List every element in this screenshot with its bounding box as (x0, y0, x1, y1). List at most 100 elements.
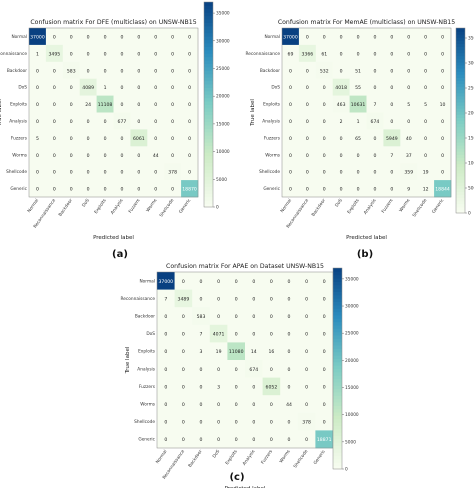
cell-value-label: 0 (70, 119, 73, 125)
heatmap-cell (164, 44, 182, 63)
heatmap-cell (383, 78, 401, 96)
colorbar-segment (333, 348, 342, 353)
cell-value-label: 0 (289, 85, 292, 91)
cell-value-label: 0 (340, 51, 343, 57)
heatmap-cell (130, 78, 148, 96)
colorbar-segment (333, 278, 342, 282)
heatmap-cell (297, 430, 316, 449)
heatmap-cell (349, 112, 367, 130)
heatmap-cell (332, 146, 350, 164)
panel-b: Confusion matrix For MemAE (multiclass) … (245, 19, 474, 260)
heatmap-cell (434, 163, 452, 181)
cell-value-label: 1 (357, 119, 360, 125)
cell-value-label: 0 (200, 296, 203, 302)
cell-value-label: 7 (164, 296, 167, 302)
heatmap-cell (96, 163, 114, 181)
cell-value-label: 463 (337, 102, 346, 108)
heatmap-cell (262, 307, 281, 326)
heatmap-cell (298, 180, 317, 198)
heatmap-cell (417, 180, 435, 198)
colorbar-segment (333, 311, 342, 316)
colorbar-tick-label: 30000 (468, 61, 474, 67)
y-tick-label: Generic (263, 186, 280, 192)
x-tick-label: Generic (431, 197, 446, 215)
colorbar-segment (333, 462, 342, 467)
cell-value-label: 0 (441, 153, 444, 159)
heatmap-cell (227, 395, 246, 414)
colorbar-tick-label: 20000 (216, 94, 230, 100)
y-axis-label: True label (0, 99, 3, 127)
heatmap-cell (417, 146, 435, 164)
cell-value-label: 0 (306, 187, 309, 193)
heatmap-cell (181, 146, 199, 164)
cell-value-label: 0 (200, 384, 203, 390)
x-tick-label: Backdoor (187, 449, 204, 469)
colorbar-segment (456, 209, 465, 214)
colorbar-segment (204, 183, 213, 187)
heatmap-cell (315, 272, 334, 290)
x-tick-label: DoS (334, 197, 344, 208)
colorbar-segment (333, 395, 342, 400)
y-tick-label: Shellcode (134, 419, 155, 425)
heatmap-cell (147, 44, 165, 63)
colorbar-segment (204, 66, 213, 71)
colorbar-tick-label: 30000 (216, 38, 230, 44)
cell-value-label: 11080 (229, 349, 244, 355)
cell-value-label: 0 (323, 332, 326, 338)
colorbar-segment (204, 84, 213, 88)
heatmap-cell (245, 307, 263, 326)
heatmap-cell (174, 360, 193, 378)
heatmap-cell (147, 180, 165, 198)
heatmap-cell (209, 324, 228, 343)
heatmap-cell (315, 430, 334, 449)
heatmap-cell (157, 307, 175, 326)
colorbar-segment (333, 288, 342, 292)
cell-value-label: 0 (270, 314, 273, 320)
heatmap-cell (366, 146, 384, 164)
y-tick-label: Normal (264, 34, 280, 40)
cell-value-label: 0 (288, 437, 291, 443)
plot-frame (281, 27, 452, 198)
cell-value-label: 19 (423, 170, 429, 176)
cell-value-label: 0 (137, 153, 140, 159)
heatmap-cell (45, 61, 64, 79)
heatmap-cell (282, 61, 300, 79)
y-tick-label: Fuzzers (11, 135, 28, 141)
colorbar-segment (204, 148, 213, 153)
colorbar-segment (456, 77, 465, 81)
cell-value-label: 0 (120, 153, 123, 159)
cell-value-label: 0 (306, 102, 309, 108)
colorbar-segment (456, 145, 465, 149)
x-axis-label: Predicted label (346, 235, 387, 241)
cell-value-label: 0 (36, 85, 39, 91)
heatmap-cell (209, 272, 228, 290)
cell-value-label: 0 (182, 367, 185, 373)
heatmap-cell (209, 342, 228, 361)
cell-value-label: 0 (373, 51, 376, 57)
colorbar-segment (333, 422, 342, 426)
colorbar-segment (204, 176, 213, 181)
cell-value-label: 0 (87, 170, 90, 176)
heatmap-cell (298, 95, 317, 113)
y-tick-label: Fuzzers (139, 384, 156, 390)
colorbar-segment (456, 52, 465, 57)
heatmap-cell (297, 324, 316, 343)
x-tick-label: Shellcode (158, 197, 175, 218)
heatmap-cell (315, 180, 333, 198)
heatmap-cell (227, 289, 246, 308)
colorbar-segment (204, 12, 213, 17)
heatmap-cell (113, 28, 131, 46)
heatmap-cell (29, 129, 47, 147)
cell-value-label: 0 (104, 119, 107, 125)
heatmap-cell (366, 78, 384, 96)
heatmap-cell (282, 28, 300, 46)
panel-c: Confusion matrix For APAE on Dataset UNS… (120, 263, 358, 492)
cell-value-label: 0 (137, 68, 140, 74)
heatmap-cell (280, 307, 299, 326)
cell-value-label: 0 (441, 136, 444, 142)
heatmap-cell (366, 61, 384, 79)
heatmap-cell (434, 129, 452, 147)
colorbar-segment (204, 142, 213, 146)
cell-value-label: 0 (104, 34, 107, 40)
heatmap-cell (62, 146, 80, 164)
